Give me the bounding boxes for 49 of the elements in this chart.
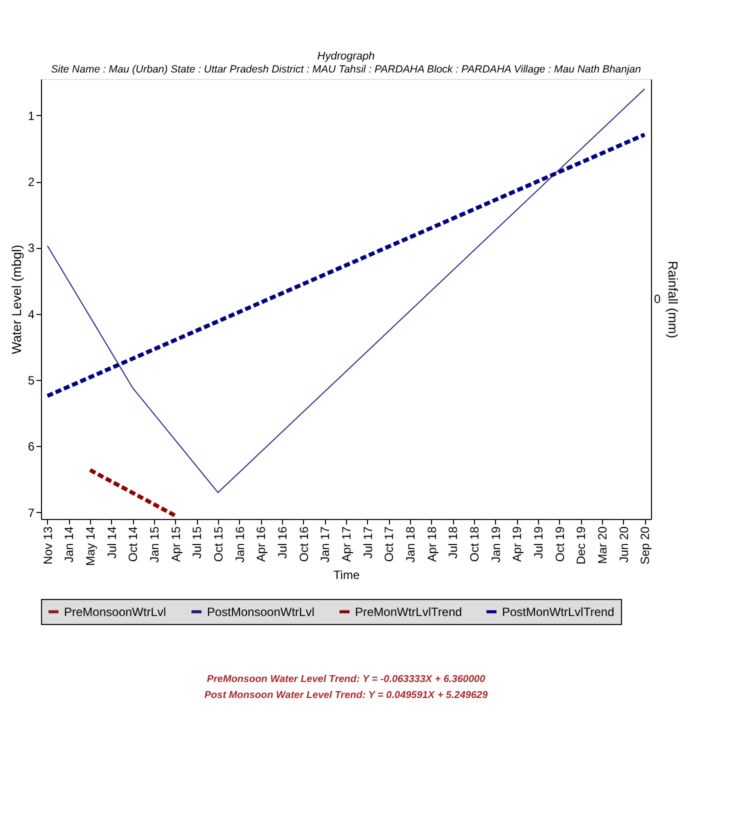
y-tick-label: 4 — [28, 307, 35, 322]
x-tick-label: Apr 17 — [340, 526, 354, 562]
x-tick-label: Jul 15 — [190, 526, 204, 559]
legend-label: PreMonsoonWtrLvl — [64, 604, 166, 619]
chart-title: Hydrograph — [317, 50, 375, 62]
y-tick-label: 3 — [28, 241, 35, 256]
text: Post Monsoon Water Level Trend: Y = 0.049591X + 5.249629 — [204, 690, 488, 701]
y-tick-label: 6 — [28, 440, 35, 454]
y-tick-label: 2 — [28, 175, 35, 190]
legend-label: PostMonWtrLvlTrend — [502, 604, 614, 619]
legend-label: PostMonsoonWtrLvl — [207, 604, 314, 619]
y-axis-title: Water Level (mbgl) — [8, 244, 24, 354]
x-axis-title: Time — [333, 568, 360, 582]
y-tick-label: 7 — [28, 506, 35, 520]
x-tick-label: Jul 16 — [276, 526, 290, 559]
x-tick-label: Jan 18 — [403, 526, 418, 563]
x-tick-label: Nov 13 — [40, 526, 55, 565]
x-tick-label: Jan 19 — [488, 526, 503, 563]
x-tick-label: Apr 18 — [424, 526, 439, 562]
x-tick-label: Jan 14 — [62, 526, 76, 563]
x-tick-label: Apr 15 — [168, 526, 183, 562]
x-tick-label: Apr 19 — [510, 526, 524, 562]
x-tick-label: Dec 19 — [574, 526, 588, 565]
x-tick-label: Jun 20 — [616, 526, 631, 563]
x-tick-label: Jul 17 — [360, 526, 375, 559]
legend-label: PreMonWtrLvlTrend — [355, 604, 462, 619]
x-tick-label: Oct 14 — [126, 526, 140, 562]
x-tick-label: Mar 20 — [595, 526, 610, 564]
x-tick-label: Oct 18 — [467, 526, 482, 562]
x-tick-label: Oct 15 — [212, 526, 226, 562]
x-tick-label: Jul 18 — [446, 526, 460, 559]
line-series — [46, 88, 646, 494]
x-tick-label: Oct 16 — [296, 526, 311, 562]
x-tick-label: May 14 — [84, 526, 98, 566]
x-tick-label: Oct 19 — [552, 526, 567, 562]
chart-subtitle: Site Name : Mau (Urban) State : Uttar Pradesh District : MAU Tahsil : PARDAHA Block : PARDAHA Village : Mau Nath Bhanjan — [51, 64, 642, 76]
text: PreMonsoon Water Level Trend: Y = -0.063333X + 6.360000 — [206, 674, 486, 685]
y2-axis-title: Rainfall (mm) — [666, 260, 680, 338]
text: 0 — [654, 292, 661, 306]
x-tick-label: Oct 17 — [382, 526, 396, 562]
x-tick-label: Jan 17 — [318, 526, 332, 563]
x-tick-label: Apr 16 — [254, 526, 268, 562]
x-tick-label: Jul 19 — [531, 526, 546, 559]
x-tick-label: Jul 14 — [104, 526, 119, 559]
y-tick-label: 5 — [28, 374, 35, 388]
x-tick-label: Sep 20 — [638, 526, 652, 565]
x-tick-label: Jan 15 — [148, 526, 162, 563]
x-tick-label: Jan 16 — [232, 526, 247, 563]
y-tick-label: 1 — [28, 108, 35, 123]
